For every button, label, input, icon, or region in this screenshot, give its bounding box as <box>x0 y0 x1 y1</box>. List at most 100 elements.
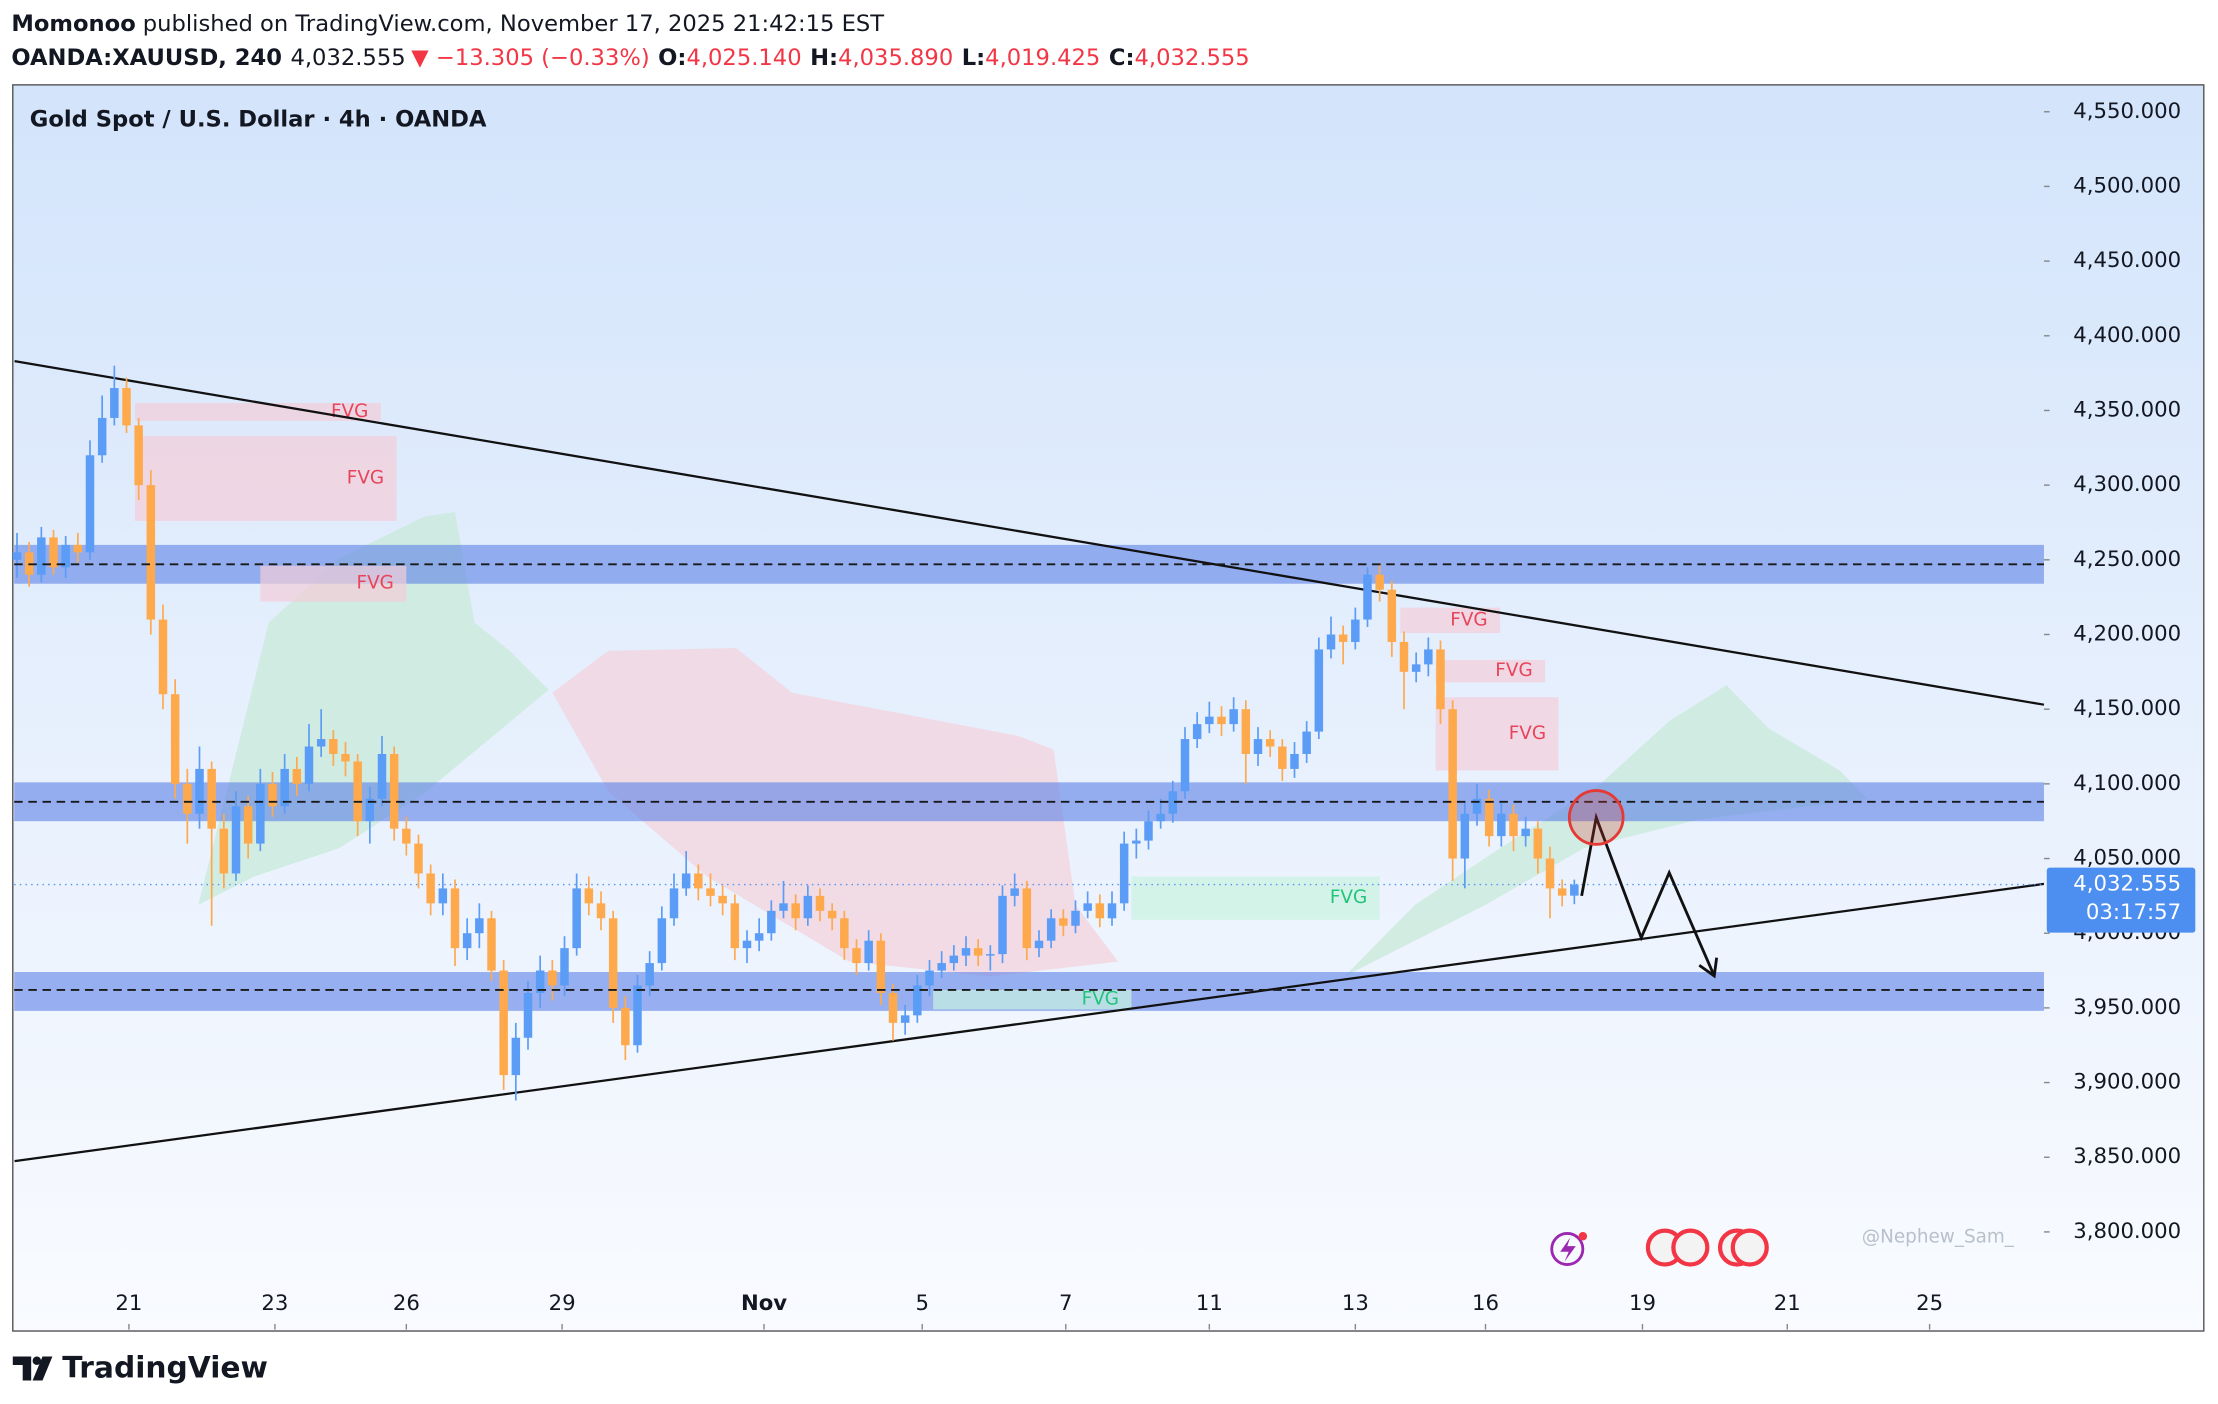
candle-body <box>1326 634 1336 650</box>
publish-line: Momonoo published on TradingView.com, Nov… <box>11 11 884 37</box>
trendline <box>14 882 2045 1163</box>
event-icon <box>1730 1228 1769 1267</box>
c-label: C: <box>1109 44 1135 70</box>
candle-body <box>560 948 569 986</box>
fvg-box <box>135 435 397 521</box>
candle-body <box>1071 910 1080 926</box>
candle-body <box>256 783 265 844</box>
candle-body <box>718 895 727 904</box>
candle-body <box>1302 731 1311 754</box>
candle-body <box>681 873 691 889</box>
candle-body <box>97 417 107 456</box>
candle-body <box>986 954 995 956</box>
change: ▼ −13.305 (−0.33%) <box>411 44 649 70</box>
candle-body <box>499 970 508 1076</box>
candle-body <box>389 753 399 829</box>
y-tick-label: 4,100.000 <box>2073 771 2181 796</box>
candle-body <box>292 768 302 784</box>
x-tick-label: 7 <box>1059 1291 1073 1316</box>
watermark: @Nephew_Sam_ <box>1862 1227 2015 1248</box>
event-icons <box>1550 1228 1769 1267</box>
x-tick-label: 16 <box>1472 1291 1499 1316</box>
candle-body <box>1436 649 1445 710</box>
h-label: H: <box>810 44 838 70</box>
candle-body <box>316 739 326 747</box>
footer-logo: TradingView <box>12 1351 268 1386</box>
candle-body <box>365 798 375 822</box>
candle-body <box>852 948 861 964</box>
o-value: 4,025.140 <box>686 44 801 70</box>
candle-body <box>1022 888 1032 949</box>
brand: TradingView <box>62 1351 268 1386</box>
y-tick-label: 4,350.000 <box>2073 397 2181 422</box>
fvg-box <box>933 989 1132 1010</box>
x-tick-label: 21 <box>115 1291 142 1316</box>
candle-body <box>1363 574 1372 620</box>
candle-body <box>779 903 788 911</box>
candle-body <box>694 873 703 889</box>
plot-layer: FVGFVGFVGFVGFVGFVGFVGFVG3,800.0003,850.0… <box>12 99 2196 1330</box>
candle-body <box>329 739 338 754</box>
candle-body <box>353 761 362 822</box>
candle-body <box>1010 888 1019 896</box>
candle-body <box>61 544 70 568</box>
candle-body <box>1168 791 1178 814</box>
x-tick-label: 23 <box>261 1291 288 1316</box>
x-tick-label: 5 <box>915 1291 929 1316</box>
candle-body <box>1217 716 1226 725</box>
fvg-label: FVG <box>347 467 384 488</box>
candle-body <box>475 918 484 934</box>
candle-body <box>535 970 545 993</box>
x-tick-label: 21 <box>1774 1291 1801 1316</box>
event-icon <box>1550 1232 1585 1266</box>
published: published on TradingView.com, November 1… <box>143 11 884 37</box>
candle-body <box>1290 753 1299 769</box>
candle-body <box>207 768 216 829</box>
candle-body <box>438 888 448 904</box>
y-tick-label: 4,150.000 <box>2073 696 2181 721</box>
logo-mark <box>32 1356 42 1365</box>
candle-body <box>1387 589 1397 642</box>
event-icon <box>1560 1237 1576 1262</box>
candle-body <box>1484 798 1494 837</box>
logo-mark <box>32 1356 53 1381</box>
candle-body <box>341 753 350 762</box>
candle-body <box>1144 821 1153 841</box>
candle-body <box>1265 739 1275 747</box>
y-tick-label: 4,550.000 <box>2073 99 2181 124</box>
arrow-head <box>1698 957 1719 979</box>
fvg-label: FVG <box>357 573 394 594</box>
candle-body <box>864 940 873 964</box>
fvg-label: FVG <box>1082 989 1119 1010</box>
candle-body <box>73 544 83 553</box>
candle-body <box>791 903 800 919</box>
x-tick-label: 11 <box>1196 1291 1223 1316</box>
candle-body <box>596 903 606 919</box>
candle-body <box>548 970 557 986</box>
candle-body <box>1119 843 1129 904</box>
x-tick-label: 19 <box>1629 1291 1656 1316</box>
chart-title: Gold Spot / U.S. Dollar · 4h · OANDA <box>30 107 487 133</box>
candle-body <box>1375 574 1384 590</box>
candle-body <box>511 1037 521 1076</box>
candle-body <box>1509 813 1518 837</box>
candle-body <box>645 963 654 986</box>
candle-body <box>304 746 314 784</box>
candle-body <box>669 888 679 919</box>
logo-mark <box>12 1356 32 1381</box>
candle-body <box>523 992 533 1038</box>
quote-line: OANDA:XAUUSD, 240 4,032.555 ▼ −13.305 (−0.… <box>11 44 1249 70</box>
x-tick-label: 29 <box>549 1291 576 1316</box>
candle-body <box>1424 649 1433 665</box>
candle-body <box>183 783 192 814</box>
candle-body <box>1229 709 1238 725</box>
l-label: L: <box>962 44 985 70</box>
y-tick-label: 3,900.000 <box>2073 1070 2181 1095</box>
publisher: Momonoo <box>11 11 135 37</box>
candle-body <box>608 918 618 1008</box>
candle-body <box>998 895 1007 955</box>
y-tick-label: 4,300.000 <box>2073 472 2181 497</box>
candle-body <box>1557 888 1567 896</box>
y-tick-label: 4,250.000 <box>2073 547 2181 572</box>
candle-body <box>1278 746 1287 769</box>
